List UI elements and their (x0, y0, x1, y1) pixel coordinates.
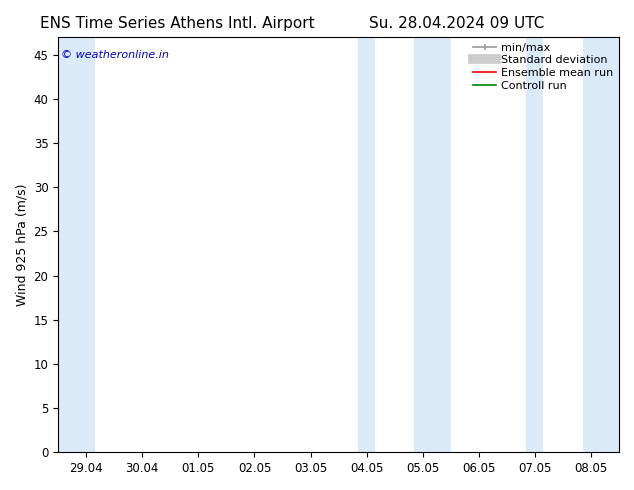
Y-axis label: Wind 925 hPa (m/s): Wind 925 hPa (m/s) (15, 183, 28, 306)
Bar (526, 37, 543, 452)
Text: ENS Time Series Athens Intl. Airport: ENS Time Series Athens Intl. Airport (40, 16, 315, 31)
Bar (583, 37, 619, 452)
Bar (58, 37, 94, 452)
Bar (414, 37, 451, 452)
Bar (358, 37, 375, 452)
Text: Su. 28.04.2024 09 UTC: Su. 28.04.2024 09 UTC (369, 16, 544, 31)
Text: © weatheronline.in: © weatheronline.in (61, 49, 169, 59)
Legend: min/max, Standard deviation, Ensemble mean run, Controll run: min/max, Standard deviation, Ensemble me… (474, 43, 614, 91)
